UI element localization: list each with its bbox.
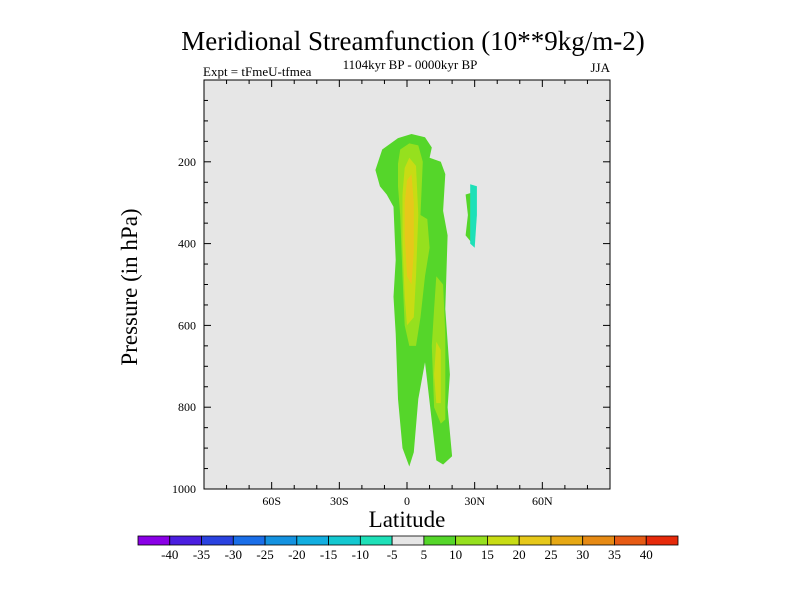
colorbar-label: 25: [544, 547, 557, 562]
colorbar-box: [518, 535, 552, 546]
colorbar-box: [359, 535, 393, 546]
x-axis: 60S 30S 0 30N 60N: [226, 80, 588, 508]
colorbar-box: [487, 535, 520, 546]
contour-region-7: [404, 174, 414, 285]
colorbar-box: [645, 535, 679, 546]
x-tick-label: 0: [404, 494, 410, 508]
colorbar-label: -20: [288, 547, 305, 562]
x-tick-label: 30N: [464, 494, 485, 508]
colorbar-labels: -40 -35 -30 -25 -20 -15 -10 -5 5 10 15 20 25 30 35 40: [161, 547, 653, 562]
y-tick-label: 1000: [172, 482, 196, 496]
chart-subtitle-left: Expt = tFmeU-tfmea: [203, 64, 312, 79]
chart-subtitle-right: JJA: [590, 60, 610, 75]
colorbar-label: -30: [225, 547, 242, 562]
x-tick-label: 60S: [262, 494, 281, 508]
colorbar-label: -15: [320, 547, 337, 562]
colorbar-label: 40: [640, 547, 653, 562]
colorbar-box: [423, 535, 457, 546]
colorbar-box: [582, 535, 615, 546]
colorbar-label: 10: [449, 547, 462, 562]
colorbar-label: -25: [256, 547, 273, 562]
colorbar-label: 35: [608, 547, 621, 562]
colorbar-box: [201, 535, 234, 546]
colorbar-box: [137, 535, 171, 546]
colorbar-label: -5: [387, 547, 398, 562]
colorbar-label: 15: [481, 547, 494, 562]
colorbar-box: [296, 535, 329, 546]
contour-region-6: [434, 341, 441, 404]
colorbar-box: [391, 535, 425, 546]
y-tick-label: 600: [178, 318, 196, 332]
colorbar-box: [264, 535, 298, 546]
colorbar-box: [232, 535, 266, 546]
x-axis-label: Latitude: [369, 507, 446, 532]
x-tick-label: 60N: [532, 494, 553, 508]
colorbar-box: [550, 535, 584, 546]
colorbar-label: -40: [161, 547, 178, 562]
colorbar-label: 30: [576, 547, 589, 562]
chart-title: Meridional Streamfunction (10**9kg/m-2): [181, 26, 644, 56]
y-axis-label: Pressure (in hPa): [117, 208, 142, 365]
contour-layer: [375, 134, 477, 467]
colorbar-label: -35: [193, 547, 210, 562]
colorbar-label: -10: [352, 547, 369, 562]
colorbar-box: [328, 535, 361, 546]
y-axis: 200 400 600 800 1000: [172, 99, 610, 496]
colorbar-label: 5: [421, 547, 428, 562]
colorbar-label: 20: [513, 547, 526, 562]
y-tick-label: 400: [178, 237, 196, 251]
colorbar-box: [614, 535, 647, 546]
colorbar-box: [455, 535, 488, 546]
y-tick-label: 800: [178, 400, 196, 414]
chart-subtitle-center: 1104kyr BP - 0000kyr BP: [343, 57, 478, 72]
y-tick-label: 200: [178, 155, 196, 169]
x-tick-label: 30S: [330, 494, 349, 508]
colorbar-box: [169, 535, 202, 546]
colorbar: [137, 535, 679, 546]
contour-region-2: [470, 184, 477, 248]
